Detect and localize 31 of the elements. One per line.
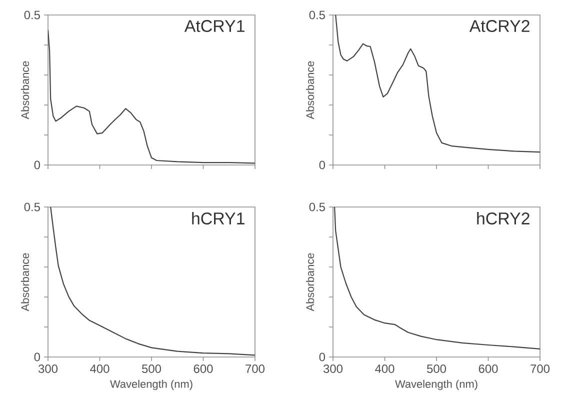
y-tick-label: 0 bbox=[319, 160, 326, 170]
x-tick-label: 700 bbox=[530, 364, 550, 373]
line-series bbox=[50, 207, 256, 356]
x-tick-label: 300 bbox=[38, 364, 58, 373]
chart-title: AtCRY2 bbox=[469, 20, 530, 32]
x-tick-label: 400 bbox=[90, 364, 110, 373]
y-tick-label: 0.5 bbox=[309, 202, 325, 212]
x-tick-label: 600 bbox=[194, 364, 213, 373]
x-axis-title: Wavelength (nm) bbox=[395, 380, 478, 390]
y-tick-label: 0.5 bbox=[24, 202, 40, 212]
x-tick-label: 500 bbox=[427, 364, 446, 373]
x-tick-label: 600 bbox=[478, 364, 498, 373]
chart-title: AtCRY1 bbox=[184, 20, 244, 32]
x-tick-label: 300 bbox=[323, 364, 343, 373]
line-series bbox=[335, 15, 540, 153]
y-axis-title: Absorbance bbox=[306, 61, 314, 120]
x-tick-label: 700 bbox=[246, 364, 265, 373]
chart-title: hCRY1 bbox=[192, 212, 244, 224]
x-axis-title: Wavelength (nm) bbox=[110, 380, 192, 390]
y-axis-title: Absorbance bbox=[20, 61, 30, 120]
y-tick-label: 0 bbox=[319, 352, 326, 362]
y-tick-label: 0 bbox=[34, 160, 40, 170]
x-tick-label: 500 bbox=[142, 364, 162, 373]
y-axis-title: Absorbance bbox=[306, 253, 314, 312]
chart-title: hCRY2 bbox=[477, 212, 530, 224]
line-series bbox=[334, 207, 540, 350]
y-tick-label: 0.5 bbox=[309, 10, 325, 20]
y-axis-title: Absorbance bbox=[20, 253, 30, 312]
y-tick-label: 0 bbox=[34, 352, 40, 362]
x-tick-label: 400 bbox=[375, 364, 394, 373]
y-tick-label: 0.5 bbox=[24, 10, 40, 20]
